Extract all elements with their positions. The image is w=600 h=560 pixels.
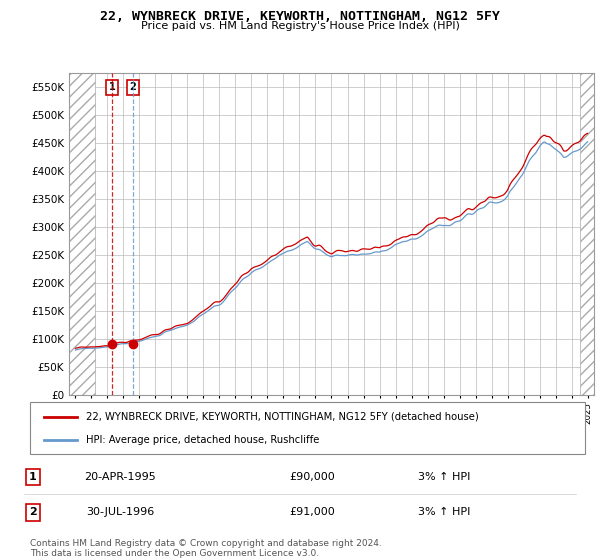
- Text: 22, WYNBRECK DRIVE, KEYWORTH, NOTTINGHAM, NG12 5FY (detached house): 22, WYNBRECK DRIVE, KEYWORTH, NOTTINGHAM…: [86, 412, 478, 422]
- Text: 1: 1: [29, 472, 37, 482]
- Text: 20-APR-1995: 20-APR-1995: [84, 472, 156, 482]
- Text: 1: 1: [109, 82, 116, 92]
- Text: 2: 2: [130, 82, 136, 92]
- Text: 3% ↑ HPI: 3% ↑ HPI: [418, 472, 470, 482]
- Text: £91,000: £91,000: [289, 507, 335, 517]
- Text: 30-JUL-1996: 30-JUL-1996: [86, 507, 154, 517]
- Text: HPI: Average price, detached house, Rushcliffe: HPI: Average price, detached house, Rush…: [86, 435, 319, 445]
- Text: £90,000: £90,000: [289, 472, 335, 482]
- Text: Contains HM Land Registry data © Crown copyright and database right 2024.
This d: Contains HM Land Registry data © Crown c…: [30, 539, 382, 558]
- Text: 22, WYNBRECK DRIVE, KEYWORTH, NOTTINGHAM, NG12 5FY: 22, WYNBRECK DRIVE, KEYWORTH, NOTTINGHAM…: [100, 10, 500, 22]
- Text: 3% ↑ HPI: 3% ↑ HPI: [418, 507, 470, 517]
- Text: Price paid vs. HM Land Registry's House Price Index (HPI): Price paid vs. HM Land Registry's House …: [140, 21, 460, 31]
- FancyBboxPatch shape: [30, 402, 585, 454]
- Text: 2: 2: [29, 507, 37, 517]
